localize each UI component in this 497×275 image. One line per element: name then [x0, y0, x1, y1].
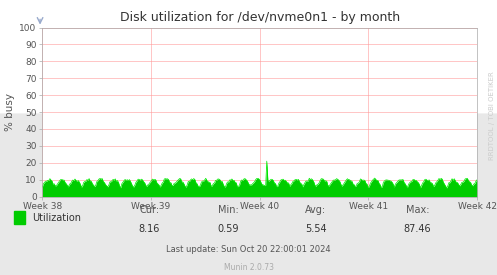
- Y-axis label: % busy: % busy: [5, 93, 15, 131]
- Text: Cur:: Cur:: [139, 205, 159, 215]
- Title: Disk utilization for /dev/nvme0n1 - by month: Disk utilization for /dev/nvme0n1 - by m…: [120, 10, 400, 24]
- Text: Utilization: Utilization: [32, 213, 82, 222]
- Text: Max:: Max:: [406, 205, 429, 215]
- Text: 87.46: 87.46: [404, 224, 431, 234]
- Text: Last update: Sun Oct 20 22:00:01 2024: Last update: Sun Oct 20 22:00:01 2024: [166, 245, 331, 254]
- Text: Avg:: Avg:: [305, 205, 326, 215]
- Text: 5.54: 5.54: [305, 224, 327, 234]
- Text: 0.59: 0.59: [218, 224, 240, 234]
- Text: Munin 2.0.73: Munin 2.0.73: [224, 263, 273, 271]
- Text: 8.16: 8.16: [138, 224, 160, 234]
- Text: Min:: Min:: [218, 205, 239, 215]
- Text: RRDTOOL / TOBI OETIKER: RRDTOOL / TOBI OETIKER: [489, 71, 495, 160]
